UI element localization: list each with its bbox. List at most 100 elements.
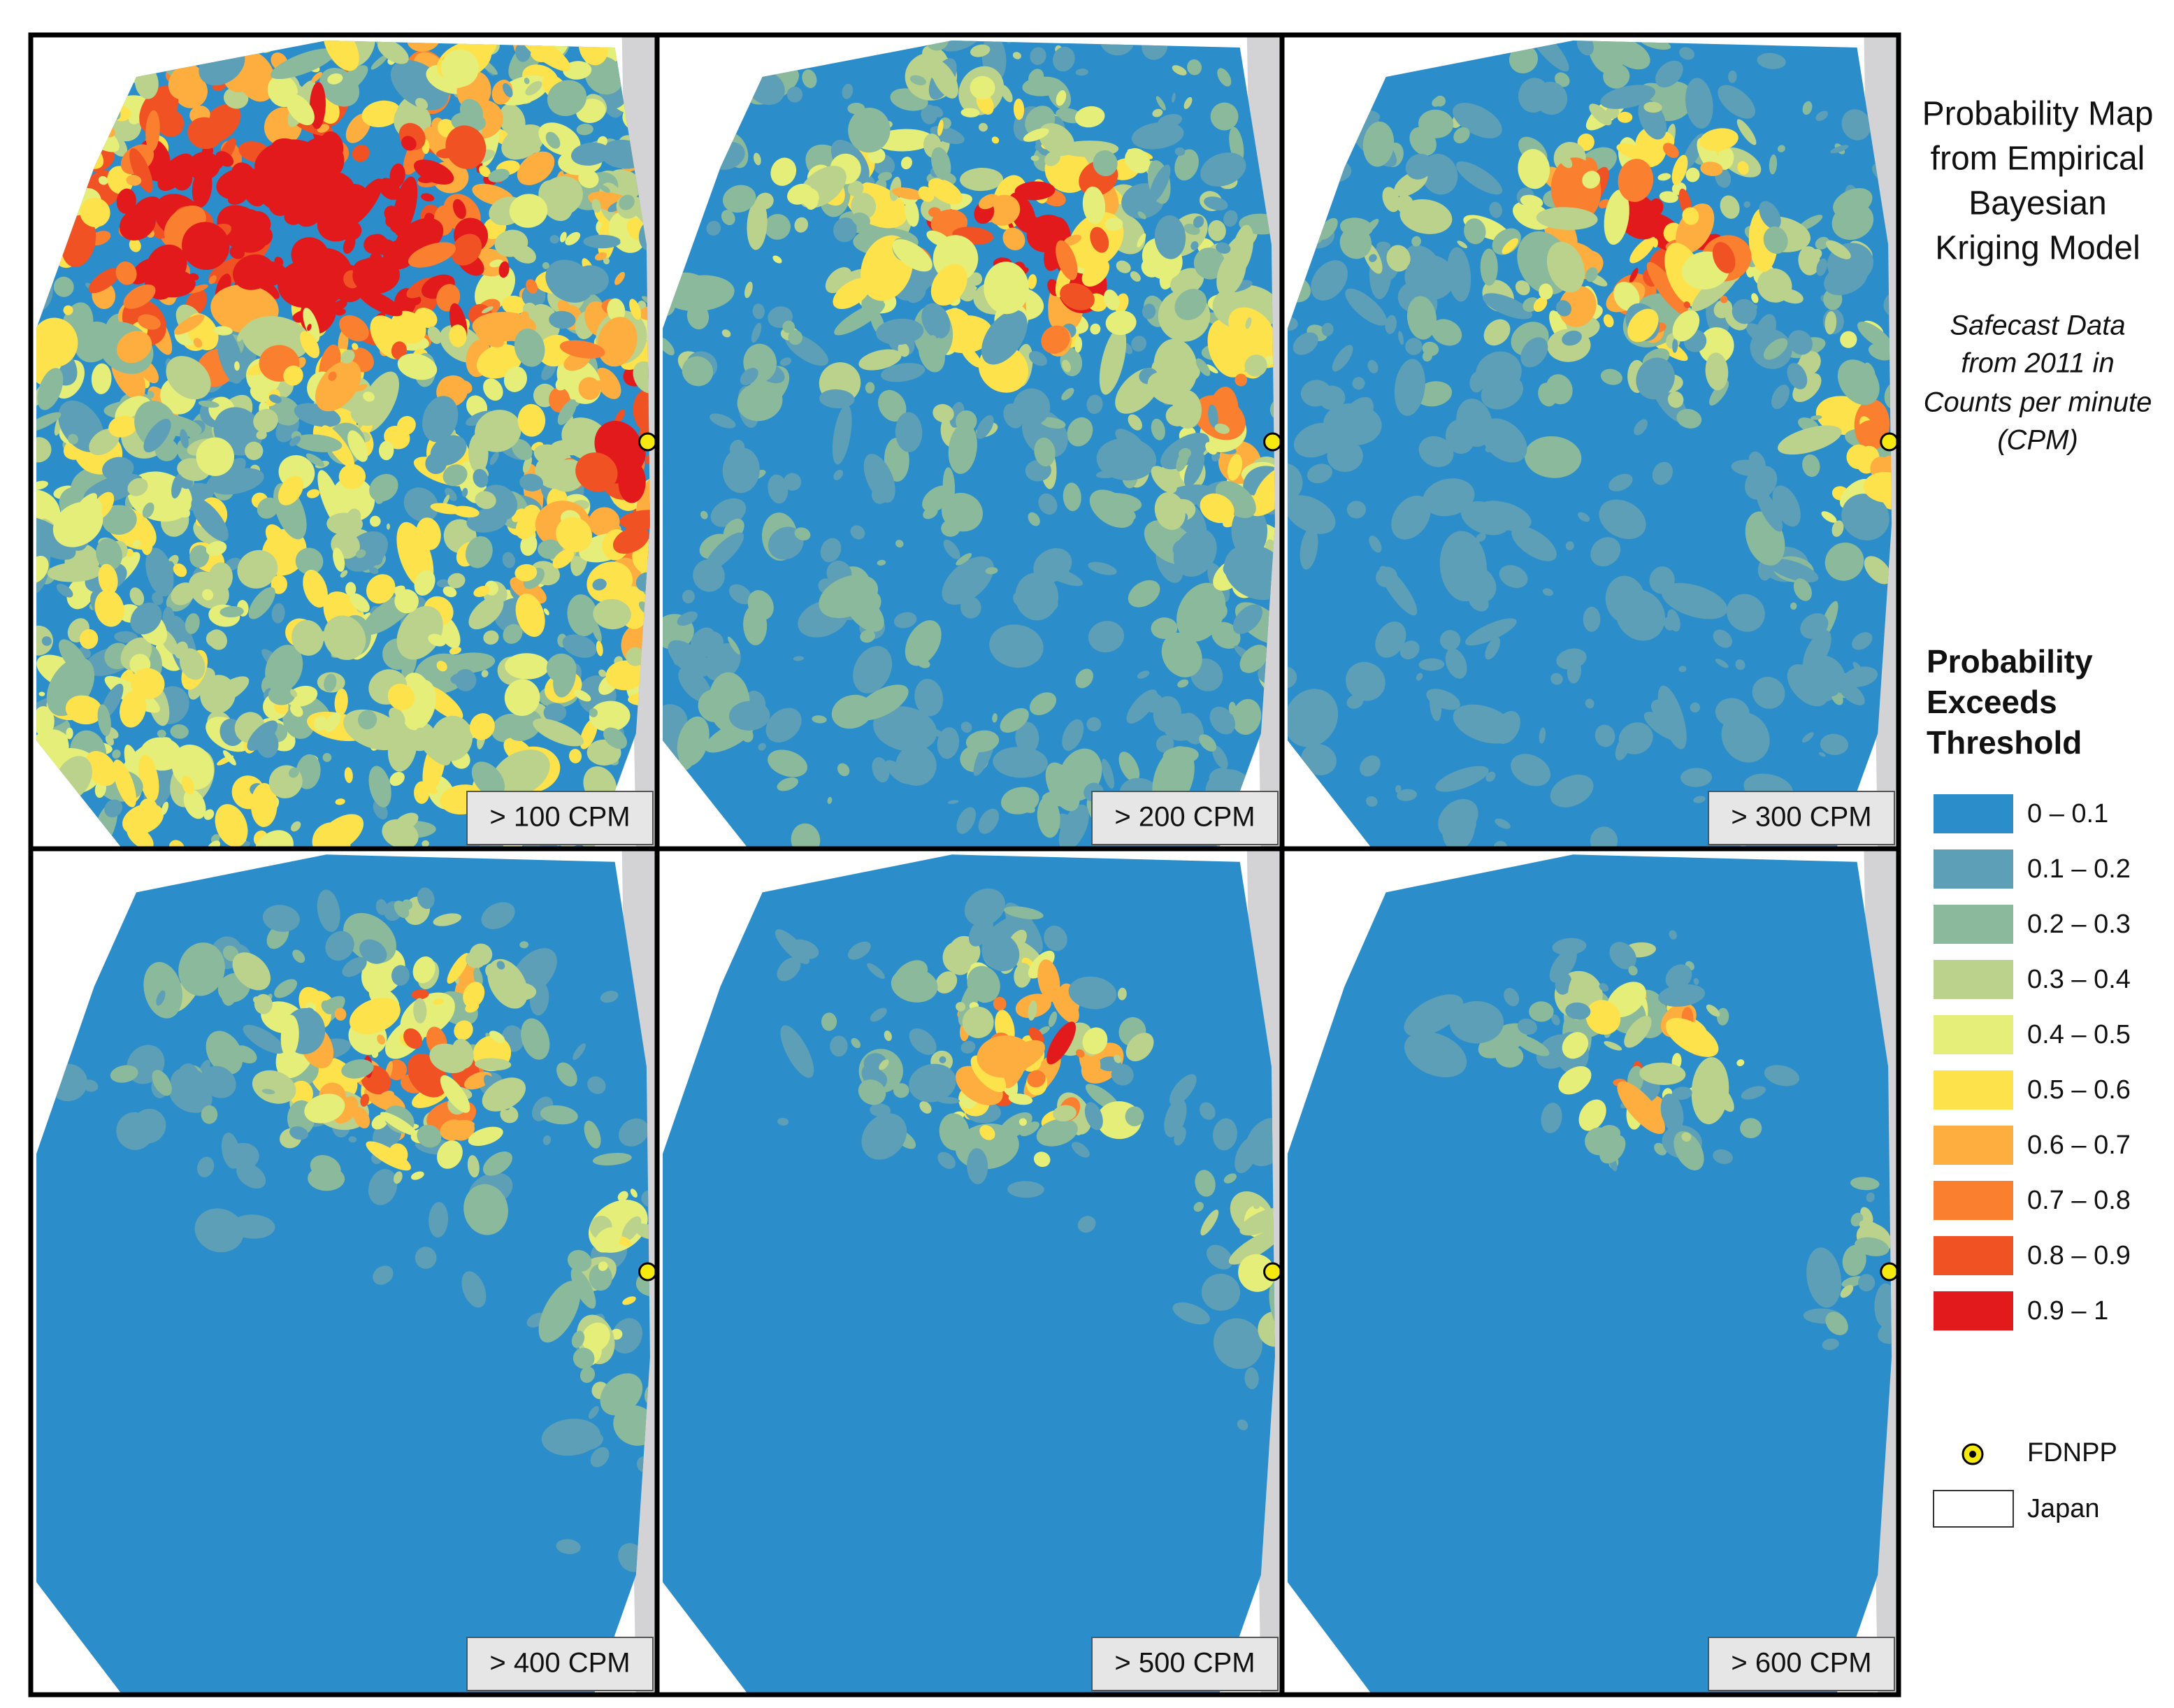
surface-blob: [36, 412, 62, 432]
surface-blob: [1232, 604, 1263, 634]
surface-blob: [94, 589, 124, 627]
surface-blob: [1360, 755, 1381, 777]
surface-blob: [900, 157, 912, 170]
surface-blob: [1039, 417, 1066, 429]
surface-blob: [219, 605, 244, 618]
surface-blob: [1232, 698, 1262, 735]
surface-blob: [1258, 1311, 1275, 1347]
surface-blob: [1662, 143, 1679, 158]
surface-blob: [1539, 727, 1546, 744]
surface-blob: [682, 589, 695, 603]
surface-blob: [686, 303, 710, 330]
surface-blob: [1511, 754, 1551, 787]
surface-blob: [340, 570, 348, 578]
surface-blob: [503, 82, 513, 98]
surface-blob: [145, 547, 174, 597]
surface-blob: [700, 510, 708, 519]
surface-blob: [909, 75, 926, 86]
surface-blob: [1664, 617, 1675, 631]
surface-blob: [833, 217, 857, 243]
surface-blob: [1576, 40, 1594, 56]
surface-blob: [1081, 259, 1110, 287]
map-panel: > 500 CPM: [654, 846, 1285, 1698]
surface-blob: [1539, 283, 1553, 300]
surface-blob: [463, 982, 485, 1008]
surface-blob: [1176, 582, 1226, 642]
surface-blob: [488, 168, 510, 182]
surface-blob: [500, 1105, 519, 1124]
surface-blob: [334, 688, 348, 716]
surface-blob: [1665, 1017, 1719, 1057]
surface-blob: [1736, 119, 1757, 145]
surface-blob: [102, 505, 137, 535]
surface-blob: [202, 589, 214, 601]
surface-blob: [335, 798, 345, 805]
surface-blob: [130, 668, 165, 700]
surface-blob: [620, 235, 628, 245]
surface-blob: [1485, 637, 1501, 660]
surface-blob: [677, 611, 698, 626]
surface-blob: [881, 363, 926, 382]
surface-blob: [322, 752, 332, 762]
surface-blob: [394, 1171, 403, 1184]
surface-blob: [593, 598, 631, 630]
surface-blob: [1111, 1063, 1134, 1086]
surface-blob: [1811, 415, 1822, 420]
surface-blob: [821, 1012, 837, 1031]
surface-blob: [403, 487, 439, 522]
surface-blob: [1002, 227, 1025, 251]
surface-blob: [1125, 1033, 1154, 1061]
surface-blob: [1718, 85, 1755, 119]
surface-blob: [482, 1077, 526, 1112]
surface-blob: [1787, 363, 1808, 389]
surface-blob: [1526, 40, 1569, 72]
surface-blob: [489, 1031, 505, 1044]
surface-blob: [429, 788, 438, 794]
surface-blob: [1874, 1283, 1892, 1327]
surface-blob: [626, 647, 645, 666]
surface-blob: [433, 998, 444, 1005]
surface-blob: [491, 749, 550, 798]
surface-blob: [984, 261, 1029, 315]
surface-blob: [1287, 495, 1336, 534]
surface-blob: [201, 1105, 218, 1124]
surface-blob: [614, 271, 626, 285]
surface-blob: [1863, 472, 1892, 503]
surface-blob: [63, 305, 73, 315]
surface-blob: [468, 596, 504, 630]
surface-blob: [1114, 1054, 1122, 1063]
surface-blob: [833, 469, 844, 480]
surface-blob: [1447, 247, 1471, 302]
legend-label: 0.7 – 0.8: [2027, 1186, 2131, 1215]
surface-blob: [311, 71, 322, 83]
surface-blob: [618, 461, 646, 503]
surface-blob: [541, 1318, 556, 1340]
legend-title: Probability: [1927, 643, 2093, 680]
surface-blob: [391, 965, 410, 986]
surface-blob: [502, 552, 515, 568]
surface-blob: [1151, 617, 1178, 639]
surface-blob: [596, 640, 603, 656]
surface-blob: [185, 613, 200, 634]
surface-blob: [861, 1113, 907, 1160]
legend-swatch: [1934, 1291, 2013, 1330]
surface-blob: [261, 1089, 275, 1095]
surface-blob: [1529, 1001, 1554, 1022]
surface-blob: [933, 403, 954, 423]
surface-blob: [1555, 300, 1572, 317]
surface-blob: [1103, 289, 1120, 310]
surface-blob: [475, 325, 505, 347]
surface-blob: [884, 1031, 892, 1041]
surface-blob: [1101, 759, 1115, 789]
surface-blob: [1193, 1202, 1204, 1212]
surface-blob: [1524, 436, 1582, 478]
surface-blob: [635, 416, 648, 426]
surface-blob: [104, 799, 123, 818]
surface-blob: [441, 49, 480, 87]
surface-blob: [1125, 148, 1151, 173]
surface-blob: [592, 1152, 632, 1165]
surface-blob: [379, 440, 394, 461]
surface-blob: [1740, 1118, 1762, 1139]
surface-blob: [183, 789, 206, 819]
surface-blob: [171, 744, 214, 790]
